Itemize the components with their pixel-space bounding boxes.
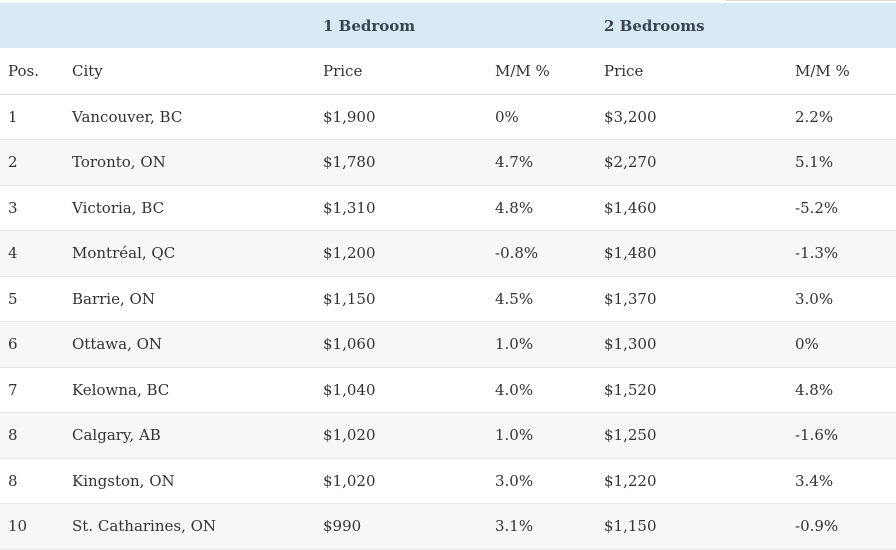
cell-pos: 4 [0,230,72,277]
table-row: 1 Vancouver, BC $1,900 0% $3,200 2.2% [0,94,896,140]
cell-price-1br: $1,150 [323,276,495,322]
group-header-one-bedroom: 1 Bedroom [323,16,416,35]
cell-mm-2br: -5.2% [795,185,896,231]
group-header-two-bedrooms: 2 Bedrooms [604,16,705,35]
cell-city: Kingston, ON [72,458,323,504]
cell-mm-2br: 4.8% [795,367,896,413]
cell-price-1br: $1,900 [323,94,495,140]
column-header-row: Pos. City Price M/M % Price M/M % [0,48,896,95]
cell-pos: 5 [0,276,72,322]
cell-mm-1br: 1.0% [495,412,604,459]
cell-mm-1br: 4.7% [495,139,604,186]
cell-pos: 6 [0,321,72,368]
cell-mm-1br: 3.0% [495,458,604,504]
group-header-empty [72,3,323,48]
cell-mm-2br: -1.3% [795,230,896,277]
cell-price-1br: $1,780 [323,139,495,186]
group-header-empty [0,3,72,48]
cell-mm-1br: -0.8% [495,230,604,277]
cell-price-2br: $1,150 [604,503,795,550]
cell-pos: 3 [0,185,72,231]
cell-price-1br: $1,200 [323,230,495,277]
cell-mm-1br: 1.0% [495,321,604,368]
cell-city: Kelowna, BC [72,367,323,413]
cell-city: Ottawa, ON [72,321,323,368]
cell-city: Montréal, QC [72,230,323,277]
column-header-price-2br: Price [604,48,795,95]
cell-city: Toronto, ON [72,139,323,186]
cell-city: Victoria, BC [72,185,323,231]
cell-mm-1br: 3.1% [495,503,604,550]
table-row: 8 Calgary, AB $1,020 1.0% $1,250 -1.6% [0,412,896,459]
table-body: 1 Vancouver, BC $1,900 0% $3,200 2.2% 2 … [0,94,896,550]
cell-mm-2br: 3.4% [795,458,896,504]
cell-price-2br: $2,270 [604,139,795,186]
cell-pos: 10 [0,503,72,550]
table-row: 2 Toronto, ON $1,780 4.7% $2,270 5.1% [0,139,896,186]
cell-price-1br: $1,310 [323,185,495,231]
table-row: 5 Barrie, ON $1,150 4.5% $1,370 3.0% [0,276,896,322]
cell-pos: 7 [0,367,72,413]
cell-city: St. Catharines, ON [72,503,323,550]
table-row: 10 St. Catharines, ON $990 3.1% $1,150 -… [0,503,896,550]
table-row: 4 Montréal, QC $1,200 -0.8% $1,480 -1.3% [0,230,896,277]
cell-mm-2br: -0.9% [795,503,896,550]
cell-pos: 2 [0,139,72,186]
cell-pos: 8 [0,458,72,504]
table-row: 8 Kingston, ON $1,020 3.0% $1,220 3.4% [0,458,896,504]
top-divider-line [726,0,896,1]
cell-mm-2br: -1.6% [795,412,896,459]
cell-price-2br: $1,480 [604,230,795,277]
cell-city: Barrie, ON [72,276,323,322]
column-header-pos: Pos. [0,48,72,95]
cell-price-2br: $1,300 [604,321,795,368]
table-row: 3 Victoria, BC $1,310 4.8% $1,460 -5.2% [0,185,896,231]
cell-price-2br: $1,460 [604,185,795,231]
cell-mm-1br: 4.8% [495,185,604,231]
cell-price-1br: $1,040 [323,367,495,413]
cell-price-2br: $1,520 [604,367,795,413]
column-header-mm-2br: M/M % [795,48,896,95]
column-header-price-1br: Price [323,48,495,95]
cell-price-1br: $1,020 [323,458,495,504]
cell-price-1br: $1,020 [323,412,495,459]
cell-mm-2br: 0% [795,321,896,368]
cell-mm-1br: 0% [495,94,604,140]
cell-price-1br: $990 [323,503,495,550]
cell-city: Calgary, AB [72,412,323,459]
table-row: 7 Kelowna, BC $1,040 4.0% $1,520 4.8% [0,367,896,413]
cell-mm-2br: 3.0% [795,276,896,322]
cell-mm-2br: 2.2% [795,94,896,140]
cell-price-2br: $3,200 [604,94,795,140]
cell-price-1br: $1,060 [323,321,495,368]
cell-city: Vancouver, BC [72,94,323,140]
cell-mm-1br: 4.5% [495,276,604,322]
cell-pos: 8 [0,412,72,459]
table-header: 1 Bedroom 2 Bedrooms Pos. City Price M/M… [0,3,896,95]
cell-mm-2br: 5.1% [795,139,896,186]
group-header-row: 1 Bedroom 2 Bedrooms [0,3,896,48]
cell-mm-1br: 4.0% [495,367,604,413]
column-header-mm-1br: M/M % [495,48,604,95]
cell-pos: 1 [0,94,72,140]
cell-price-2br: $1,220 [604,458,795,504]
rent-ranking-table: 1 Bedroom 2 Bedrooms Pos. City Price M/M… [0,3,896,550]
column-header-city: City [72,48,323,95]
cell-price-2br: $1,370 [604,276,795,322]
table-row: 6 Ottawa, ON $1,060 1.0% $1,300 0% [0,321,896,368]
cell-price-2br: $1,250 [604,412,795,459]
